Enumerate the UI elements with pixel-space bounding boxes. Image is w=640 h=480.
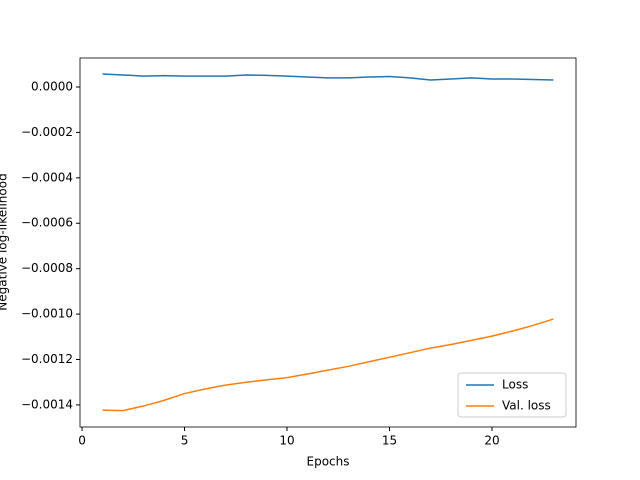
line xyxy=(102,73,554,81)
line xyxy=(102,318,554,412)
y-axis-label: Negative log-likelihood xyxy=(0,173,10,310)
x-tick-label: 20 xyxy=(484,434,499,448)
plot-frame xyxy=(79,57,577,428)
y-tick-label: −0.0002 xyxy=(21,125,73,139)
legend-label: Val. loss xyxy=(502,399,551,413)
y-tick-label: −0.0010 xyxy=(21,307,73,321)
legend-label: Loss xyxy=(502,378,528,392)
x-tick-label: 10 xyxy=(279,434,294,448)
y-tick-label: −0.0006 xyxy=(21,216,73,230)
x-tick-label: 15 xyxy=(382,434,397,448)
y-tick-label: −0.0008 xyxy=(21,261,73,275)
x-axis-label: Epochs xyxy=(307,455,350,469)
x-tick-label: 0 xyxy=(78,434,86,448)
y-tick-label: −0.0014 xyxy=(21,397,73,411)
y-tick-label: 0.0000 xyxy=(31,79,73,93)
x-tick-label: 5 xyxy=(181,434,189,448)
y-tick-label: −0.0004 xyxy=(21,170,73,184)
y-tick-label: −0.0012 xyxy=(21,352,73,366)
